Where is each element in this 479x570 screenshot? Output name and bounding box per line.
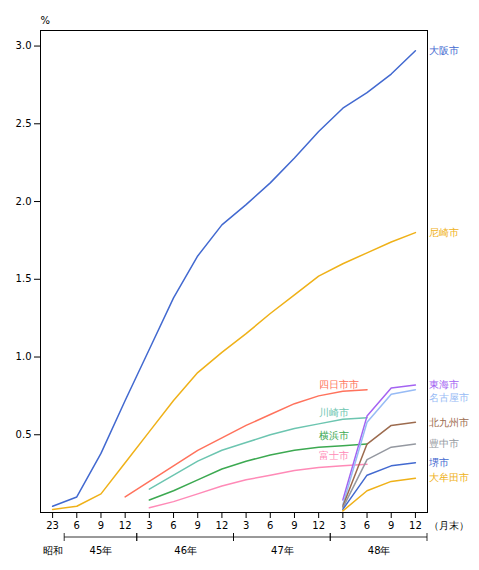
svg-text:46年: 46年 [174, 545, 197, 556]
svg-text:9: 9 [195, 520, 201, 531]
svg-text:大阪市: 大阪市 [429, 45, 459, 56]
svg-text:2.5: 2.5 [16, 118, 32, 129]
svg-text:3: 3 [340, 520, 346, 531]
svg-text:大牟田市: 大牟田市 [429, 472, 469, 483]
svg-text:12: 12 [216, 520, 229, 531]
svg-text:12: 12 [119, 520, 132, 531]
svg-text:%: % [41, 15, 51, 26]
svg-text:（月末）: （月末） [429, 520, 469, 531]
svg-text:3: 3 [243, 520, 249, 531]
svg-text:富士市: 富士市 [319, 450, 349, 461]
svg-text:47年: 47年 [271, 545, 294, 556]
svg-text:川崎市: 川崎市 [319, 407, 349, 418]
svg-text:1.0: 1.0 [16, 351, 32, 362]
svg-text:9: 9 [291, 520, 297, 531]
svg-text:名古屋市: 名古屋市 [429, 392, 469, 403]
svg-text:堺市: 堺市 [428, 457, 449, 468]
svg-text:東海市: 東海市 [429, 379, 459, 390]
svg-text:12: 12 [312, 520, 325, 531]
svg-text:昭和: 昭和 [43, 545, 63, 556]
svg-text:6: 6 [364, 520, 370, 531]
svg-text:23: 23 [46, 520, 59, 531]
svg-text:6: 6 [170, 520, 176, 531]
svg-text:横浜市: 横浜市 [319, 430, 349, 441]
svg-text:0.5: 0.5 [16, 429, 32, 440]
svg-text:9: 9 [98, 520, 104, 531]
svg-text:四日市市: 四日市市 [319, 379, 359, 390]
svg-text:9: 9 [388, 520, 394, 531]
svg-text:3: 3 [146, 520, 152, 531]
svg-text:尼崎市: 尼崎市 [429, 227, 459, 238]
svg-text:48年: 48年 [368, 545, 391, 556]
svg-text:3.0: 3.0 [16, 40, 32, 51]
svg-text:12: 12 [409, 520, 422, 531]
svg-text:豊中市: 豊中市 [429, 438, 459, 449]
svg-text:北九州市: 北九州市 [429, 417, 469, 428]
svg-text:6: 6 [74, 520, 80, 531]
svg-text:6: 6 [267, 520, 273, 531]
svg-text:1.5: 1.5 [16, 273, 32, 284]
svg-text:45年: 45年 [90, 545, 113, 556]
svg-text:2.0: 2.0 [16, 196, 32, 207]
